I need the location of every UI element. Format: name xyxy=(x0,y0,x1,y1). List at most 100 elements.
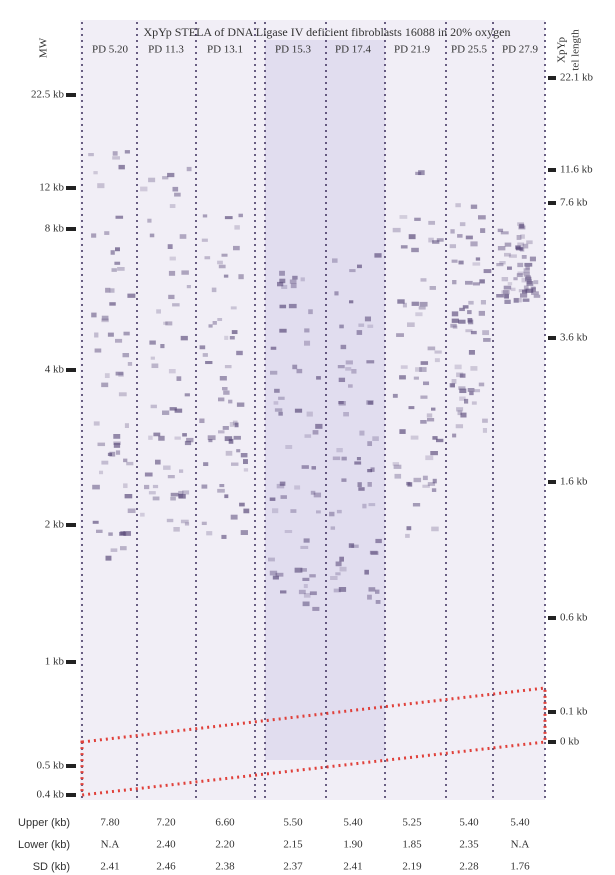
lane-label: PD 5.20 xyxy=(92,44,129,56)
table-cell: 5.40 xyxy=(343,817,363,829)
band xyxy=(529,256,536,262)
band xyxy=(356,457,361,461)
band xyxy=(224,494,229,499)
band xyxy=(179,234,187,239)
band xyxy=(279,270,285,276)
band xyxy=(467,310,472,315)
left-marker-tick xyxy=(66,93,76,97)
band xyxy=(449,383,456,388)
band xyxy=(520,293,528,298)
band xyxy=(108,532,113,536)
band xyxy=(362,503,367,509)
band xyxy=(345,367,352,371)
band xyxy=(148,435,153,440)
lane-label: PD 25.5 xyxy=(451,44,488,56)
band xyxy=(452,433,457,438)
band xyxy=(105,555,112,561)
band xyxy=(504,252,511,257)
left-marker-label: 0.4 kb xyxy=(37,789,65,801)
band xyxy=(168,294,175,300)
band xyxy=(174,408,183,413)
band xyxy=(127,362,133,366)
band xyxy=(392,227,401,233)
band xyxy=(310,490,316,495)
band xyxy=(408,406,415,410)
band xyxy=(229,422,234,427)
left-marker-label: 12 kb xyxy=(39,182,64,194)
band xyxy=(358,487,365,491)
band xyxy=(152,496,160,501)
table-cell: 2.41 xyxy=(343,861,362,873)
band xyxy=(304,434,312,438)
band xyxy=(153,432,161,437)
band xyxy=(218,397,225,402)
band xyxy=(279,481,286,486)
band xyxy=(454,364,462,370)
band xyxy=(470,330,477,335)
band xyxy=(230,306,237,310)
band xyxy=(348,543,355,548)
band xyxy=(436,238,444,242)
band xyxy=(180,335,188,341)
lane-label: PD 13.1 xyxy=(207,44,243,56)
band xyxy=(94,332,99,338)
band xyxy=(351,369,357,374)
band xyxy=(101,315,109,321)
band xyxy=(533,280,539,285)
band xyxy=(302,577,310,581)
band xyxy=(367,324,374,328)
band xyxy=(184,522,190,526)
right-marker-label: 0.6 kb xyxy=(560,612,588,624)
band xyxy=(162,410,170,415)
band xyxy=(208,324,213,328)
band xyxy=(436,438,444,443)
band xyxy=(337,365,345,369)
band xyxy=(329,511,335,517)
band xyxy=(415,312,423,317)
band xyxy=(232,420,238,426)
band xyxy=(223,274,229,278)
band xyxy=(111,268,117,272)
band xyxy=(519,246,524,252)
band xyxy=(218,430,225,434)
band xyxy=(456,372,464,378)
right-marker-label: 22.1 kb xyxy=(560,72,594,84)
band xyxy=(427,482,436,486)
band xyxy=(523,285,529,291)
lane-label: PD 21.9 xyxy=(394,44,431,56)
band xyxy=(172,303,180,307)
band xyxy=(279,304,287,309)
band xyxy=(516,273,523,278)
band xyxy=(172,186,179,192)
band xyxy=(368,587,376,592)
band xyxy=(500,231,509,235)
band xyxy=(110,548,118,552)
band xyxy=(374,253,382,258)
band xyxy=(457,410,463,416)
band xyxy=(186,437,194,443)
band xyxy=(396,333,404,337)
band xyxy=(420,395,428,399)
band xyxy=(338,401,346,406)
table-cell: 1.90 xyxy=(343,839,363,851)
band xyxy=(504,293,509,299)
band xyxy=(525,266,530,270)
band xyxy=(467,318,473,323)
band xyxy=(419,367,427,372)
band xyxy=(313,492,322,498)
band xyxy=(522,289,528,294)
band xyxy=(278,396,285,400)
band xyxy=(104,231,110,235)
band xyxy=(503,285,512,290)
band xyxy=(521,277,527,283)
band xyxy=(110,250,115,255)
lane-label: PD 15.3 xyxy=(275,44,312,56)
band xyxy=(455,203,461,208)
band xyxy=(284,530,293,534)
band xyxy=(400,365,408,369)
band xyxy=(343,412,349,417)
band xyxy=(101,382,109,388)
band xyxy=(309,574,316,578)
band xyxy=(224,216,233,220)
band xyxy=(469,391,474,396)
